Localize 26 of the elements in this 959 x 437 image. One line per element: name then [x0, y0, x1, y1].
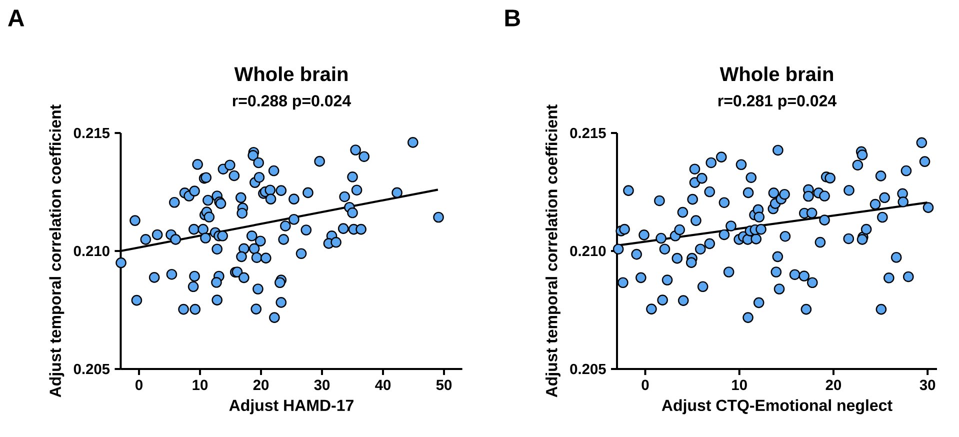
y-tick-label: 0.210 [74, 246, 110, 256]
x-axis-title: Adjust HAMD-17 [229, 399, 354, 414]
text: B [505, 10, 520, 26]
x-tick-label: 30 [920, 380, 936, 390]
x-tick-label: 0 [136, 380, 142, 390]
chart-subtitle: r=0.288 p=0.024 [232, 95, 351, 110]
text: A [8, 10, 24, 26]
y-tick-label: 0.215 [74, 128, 110, 138]
y-axis-title: Adjust temporal correlation coefficient [49, 104, 64, 398]
chart-title: Whole brain [720, 66, 833, 82]
x-tick-label: 20 [253, 380, 269, 390]
y-tick-label: 0.210 [570, 246, 606, 256]
x-tick-label: 30 [314, 380, 330, 390]
x-tick-label: 20 [826, 380, 842, 390]
x-tick-label: 0 [642, 380, 649, 390]
y-tick-label: 0.205 [74, 364, 110, 374]
x-tick-label: 50 [436, 380, 452, 390]
x-tick-label: 10 [732, 380, 747, 390]
x-axis-title: Adjust CTQ-Emotional neglect [662, 399, 892, 414]
chart-title: Whole brain [234, 66, 348, 82]
x-tick-label: 40 [375, 380, 391, 390]
y-tick-label: 0.205 [570, 364, 606, 374]
chart-subtitle: r=0.281 p=0.024 [718, 95, 836, 110]
y-axis-title: Adjust temporal correlation coefficient [546, 104, 560, 398]
x-tick-label: 10 [192, 380, 208, 390]
y-tick-label: 0.215 [570, 128, 606, 138]
